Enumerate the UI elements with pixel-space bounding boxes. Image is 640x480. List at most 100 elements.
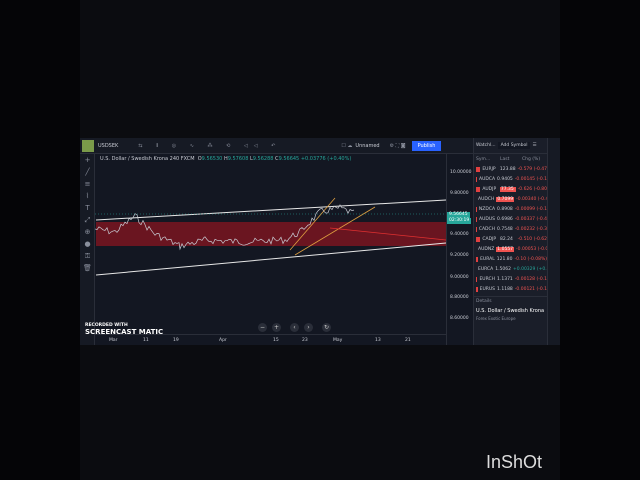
- row-change: -0.00121 (-0.1: [514, 286, 547, 292]
- time-tick: 11: [143, 338, 149, 343]
- row-symbol: AUDCA: [478, 176, 496, 182]
- flag-icon: [476, 176, 477, 182]
- row-last: 1.0557: [496, 246, 515, 252]
- watchlist-row[interactable]: NZDCA 0.8908 -0.00099 (-0.1: [474, 204, 547, 214]
- symbol-search[interactable]: USDSEK: [98, 142, 119, 149]
- watchlist-row[interactable]: CADCH 0.7548 -0.00232 (-0.3: [474, 224, 547, 234]
- row-last: 121.80: [496, 256, 513, 262]
- recorded-with-text: RECORDED WITH: [85, 323, 128, 328]
- col-last[interactable]: Last: [500, 156, 510, 162]
- row-symbol: CADJP: [482, 236, 497, 242]
- row-symbol: EURCH: [479, 276, 496, 282]
- price-axis[interactable]: 10.00000 9.80000 9.56645 02:30:19 9.4000…: [446, 154, 473, 345]
- letterbox-left: [0, 0, 80, 480]
- row-last: 82.24: [500, 236, 513, 242]
- row-change: +0.00329 (+0.2: [513, 266, 550, 272]
- drawing-toolbar: + ╱ ≡ ⌇ T ⤢ ⊕ ● ⚿ 🗑: [80, 154, 95, 345]
- trash-icon[interactable]: 🗑: [83, 264, 92, 272]
- zoom-icon[interactable]: ⊕: [84, 228, 91, 236]
- details-subtitle: Forex Exotic Europe: [476, 316, 516, 321]
- row-change: -0.00128 (-0.1: [514, 276, 547, 282]
- row-symbol: EURCA: [478, 266, 494, 272]
- list-icon[interactable]: ☰: [532, 143, 537, 148]
- close-value: 9.56645: [278, 156, 300, 162]
- source: FXCM: [180, 156, 195, 162]
- row-symbol: NZDCA: [478, 206, 496, 212]
- price-tick: 10.00000: [450, 170, 472, 175]
- watchlist-row[interactable]: AUDCA 0.9405 -0.00145 (-0.1: [474, 174, 547, 184]
- text-icon[interactable]: T: [85, 204, 90, 212]
- fib-icon[interactable]: ≡: [84, 180, 91, 188]
- zoom-in-button[interactable]: +: [272, 323, 281, 332]
- row-last: 0.6986: [497, 216, 513, 222]
- top-toolbar: USDSEK ⇆ ⫴ ◎ ∿ ⁂ ⟲ ◁◁ ↶ ☐ ☁ Unnamed ⚙ ⛶ …: [80, 138, 560, 154]
- measure-icon[interactable]: ⤢: [84, 216, 91, 224]
- row-change: -0.00232 (-0.3: [514, 226, 547, 232]
- layout-name[interactable]: Unnamed: [355, 142, 380, 149]
- crosshair-icon[interactable]: +: [84, 156, 91, 164]
- cloud-icon: ☐ ☁: [341, 142, 353, 149]
- scroll-left-button[interactable]: ‹: [290, 323, 299, 332]
- flag-icon: [476, 226, 477, 232]
- row-symbol: AUDJP: [482, 186, 497, 192]
- watchlist-row[interactable]: EURCA 1.5062 +0.00329 (+0.2: [474, 264, 550, 274]
- right-sidebar: [547, 138, 560, 345]
- col-symbol[interactable]: Sym...: [476, 156, 491, 162]
- toolbar-icons[interactable]: ⇆ ⫴ ◎ ∿ ⁂ ⟲ ◁◁ ↶: [138, 142, 282, 149]
- lock-icon[interactable]: ⚿: [84, 252, 91, 260]
- price-tick: 8.80000: [450, 295, 469, 300]
- interval[interactable]: 240: [169, 156, 180, 162]
- watchlist-row[interactable]: CADJP 82.24 -0.510 (-0.62: [474, 234, 547, 244]
- time-tick: 19: [173, 338, 179, 343]
- avatar[interactable]: [82, 139, 94, 152]
- trendline-icon[interactable]: ╱: [85, 168, 90, 176]
- row-change: -0.579 (-0.47: [517, 166, 547, 172]
- orange-trendline-1: [289, 197, 336, 251]
- watchlist-row[interactable]: AUDNZ 1.0557 -0.00053 (-0.0: [474, 244, 548, 254]
- high-value: 9.57608: [227, 156, 249, 162]
- row-last: 0.9405: [497, 176, 513, 182]
- watchlist-row[interactable]: EURUS 1.1188 -0.00121 (-0.1: [474, 284, 547, 294]
- watchlist-title[interactable]: Watchl...: [476, 143, 496, 148]
- price-tick: 9.40000: [450, 232, 469, 237]
- watchlist-panel: Watchl... Add Symbol ☰ Sym... Last Chg (…: [473, 138, 550, 345]
- zoom-out-button[interactable]: −: [258, 323, 267, 332]
- details-header[interactable]: Details: [474, 296, 547, 306]
- flag-icon: [476, 216, 478, 222]
- settings-icon[interactable]: ⚙ ⛶ ◙: [389, 142, 406, 149]
- time-tick: Apr: [219, 338, 227, 343]
- time-tick: Mar: [109, 338, 118, 343]
- price-chart[interactable]: [95, 154, 446, 334]
- row-symbol: EURJP: [482, 166, 496, 172]
- reset-button[interactable]: ↻: [322, 323, 331, 332]
- watchlist-row[interactable]: AUDCH 0.7099 -0.00340 (-0.4: [474, 194, 548, 204]
- watchlist-row[interactable]: EURCH 1.1371 -0.00128 (-0.1: [474, 274, 547, 284]
- time-tick: 15: [273, 338, 279, 343]
- row-symbol: AUDCH: [478, 196, 495, 202]
- price-tick: 9.80000: [450, 191, 469, 196]
- publish-button[interactable]: Publish: [411, 140, 442, 151]
- flag-icon: [476, 186, 481, 192]
- magnet-icon[interactable]: ●: [84, 240, 91, 248]
- low-value: 9.56288: [252, 156, 274, 162]
- details-symbol-name: U.S. Dollar / Swedish Krona: [476, 308, 545, 314]
- watchlist-row[interactable]: AUDUS 0.6986 -0.00337 (-0.4: [474, 214, 547, 224]
- row-last: 123.88: [499, 166, 516, 172]
- col-change[interactable]: Chg (%): [522, 156, 541, 162]
- flag-icon: [476, 276, 478, 282]
- watchlist-row[interactable]: AUDJP 77.35 -0.626 (-0.80: [474, 184, 547, 194]
- row-change: -0.626 (-0.80: [517, 186, 547, 192]
- row-last: 0.7099: [496, 196, 515, 202]
- watchlist-row[interactable]: EURJP 123.88 -0.579 (-0.47: [474, 164, 547, 174]
- row-change: -0.10 (-0.08%): [514, 256, 547, 262]
- bar-countdown: 02:30:19: [447, 218, 472, 224]
- add-symbol-input[interactable]: Add Symbol: [497, 142, 531, 149]
- watchlist-row[interactable]: EURAL 121.80 -0.10 (-0.08%): [474, 254, 547, 264]
- scroll-right-button[interactable]: ›: [304, 323, 313, 332]
- flag-icon: [476, 286, 478, 292]
- pattern-icon[interactable]: ⌇: [85, 192, 90, 200]
- time-axis[interactable]: Mar 11 19 Apr 15 23 May 13 21: [95, 334, 446, 345]
- red-zone-rectangle: [96, 222, 446, 246]
- last-price-label: 9.56645: [447, 212, 470, 218]
- flag-icon: [476, 236, 481, 242]
